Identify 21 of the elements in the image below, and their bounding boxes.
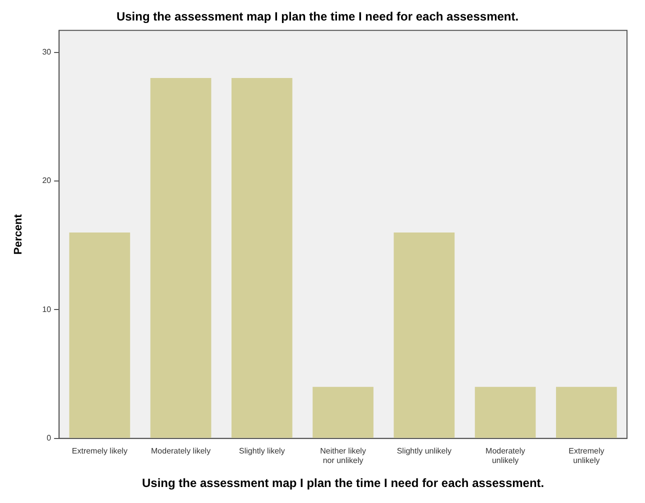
- y-tick-label: 10: [42, 304, 52, 314]
- bar: [69, 232, 130, 438]
- x-tick-label: Moderately unlikely: [486, 446, 526, 466]
- chart-title: Using the assessment map I plan the time I need for each assessment.: [116, 10, 519, 24]
- x-tick-label: Slightly likely: [239, 446, 285, 456]
- y-axis-title: Percent: [12, 214, 25, 255]
- bar: [150, 78, 212, 438]
- x-tick-label: Moderately likely: [151, 446, 211, 456]
- bar: [474, 386, 536, 438]
- x-tick-label: Slightly unlikely: [396, 446, 452, 456]
- y-tick-label: 0: [46, 434, 52, 443]
- bar: [394, 232, 455, 438]
- bar: [556, 386, 617, 438]
- y-tick-label: 30: [42, 47, 52, 56]
- bar: [231, 78, 292, 438]
- x-tick-label: Extremely likely: [72, 446, 128, 456]
- x-tick-label: Extremely unlikely: [568, 446, 604, 466]
- x-axis-title: Using the assessment map I plan the time I need for each assessment.: [142, 476, 544, 490]
- y-tick-label: 20: [42, 176, 52, 186]
- bar: [312, 386, 374, 438]
- x-tick-label: Neither likely nor unlikely: [320, 446, 366, 466]
